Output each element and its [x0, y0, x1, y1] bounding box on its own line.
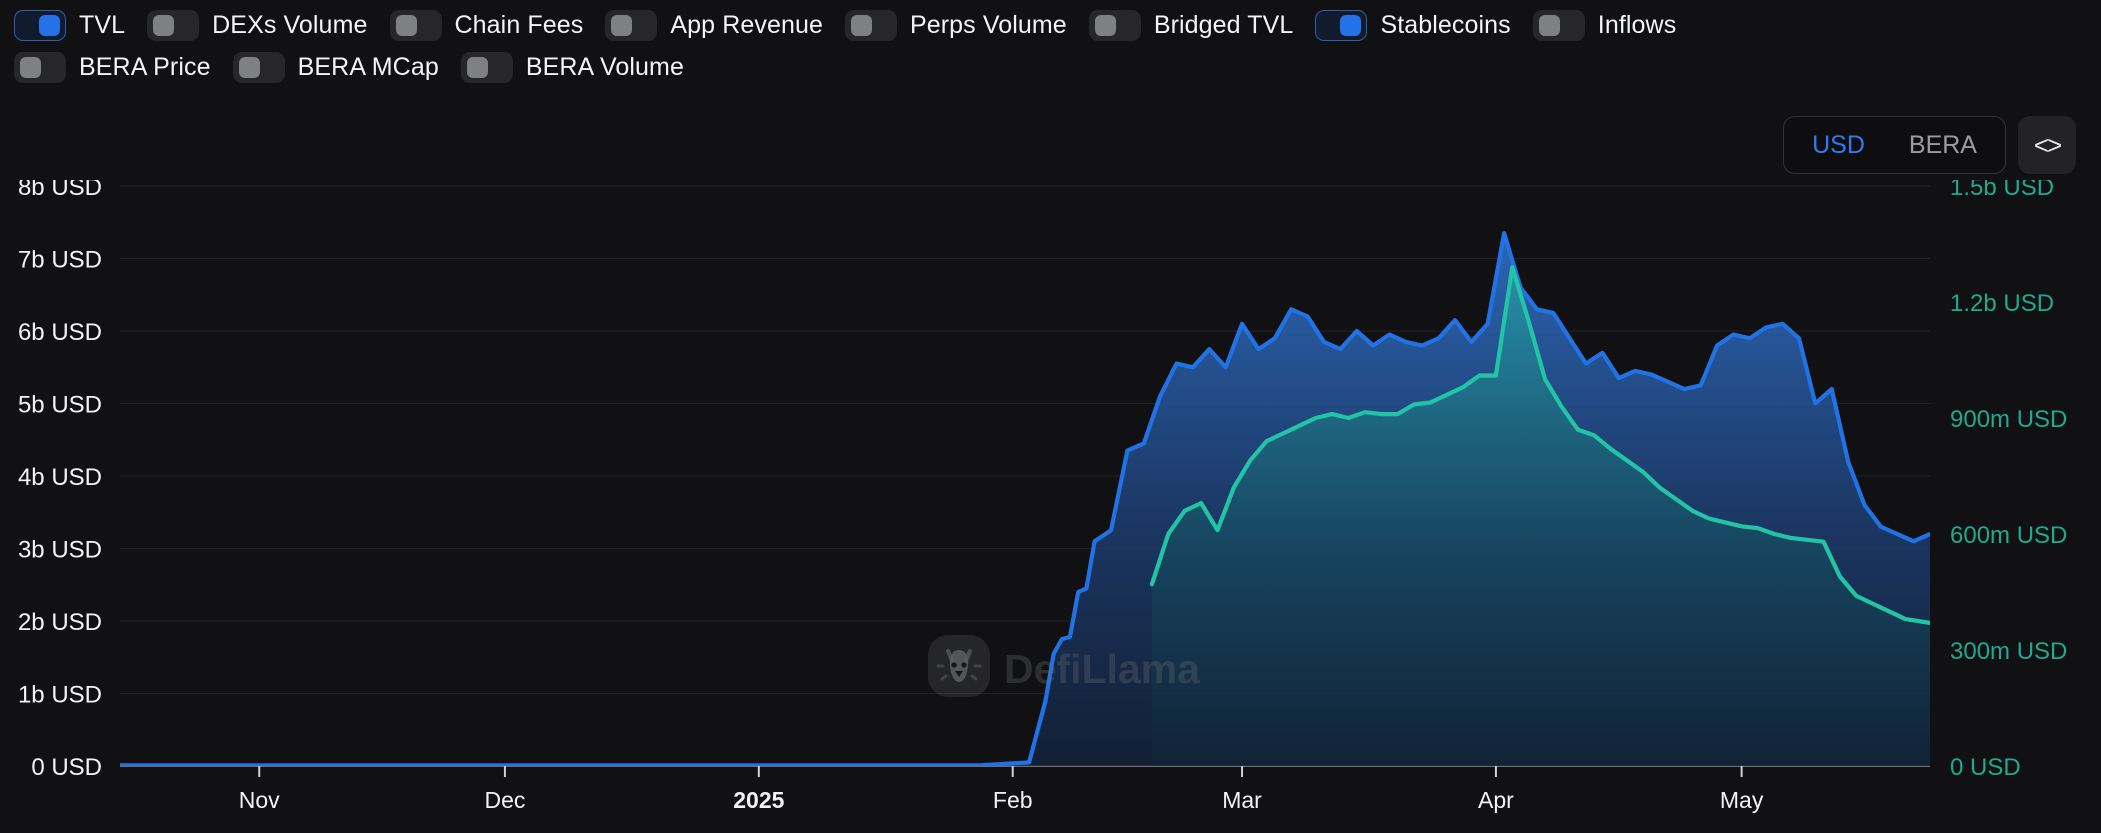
toggle-label-inflows: Inflows: [1597, 10, 1677, 39]
x-axis-tick: Feb: [993, 787, 1033, 813]
toggle-label-dexs-volume: DEXs Volume: [212, 10, 368, 39]
toggle-knob-icon: [238, 56, 260, 78]
toggle-bera-mcap[interactable]: BERA MCap: [232, 51, 439, 83]
toggle-knob-icon: [153, 14, 175, 36]
currency-option-usd[interactable]: USD: [1790, 117, 1887, 173]
left-axis-tick: 0 USD: [31, 754, 102, 781]
toggle-switch-bera-price[interactable]: [14, 51, 66, 83]
left-axis-labels: 0 USD 1b USD 2b USD 3b USD 4b USD 5b USD 6b US…: [18, 180, 102, 781]
right-axis-tick: 1.5b USD: [1950, 180, 2054, 201]
metric-toggle-row-2: BERA Price BERA MCap BERA Volume: [14, 46, 2084, 88]
left-axis-tick: 8b USD: [18, 180, 102, 201]
toggle-switch-tvl[interactable]: [14, 9, 66, 41]
right-axis-tick: 900m USD: [1950, 406, 2067, 433]
toggle-label-bera-mcap: BERA MCap: [297, 52, 439, 81]
toggle-switch-app-revenue[interactable]: [605, 9, 658, 41]
series-stablecoins: [1149, 265, 1930, 766]
chart-plot: [120, 231, 1930, 766]
toggle-label-app-revenue: App Revenue: [670, 10, 823, 39]
left-axis-tick: 2b USD: [18, 609, 102, 636]
right-axis-tick: 0 USD: [1950, 754, 2021, 781]
x-axis-tick: Apr: [1478, 787, 1514, 813]
toggle-bera-volume[interactable]: BERA Volume: [460, 51, 684, 83]
toggle-knob-icon: [466, 56, 488, 78]
toggle-inflows[interactable]: Inflows: [1532, 9, 1677, 41]
currency-toggle-group: USD BERA: [1783, 116, 2006, 174]
toggle-knob-icon: [1538, 14, 1560, 36]
left-axis-tick: 4b USD: [18, 464, 102, 491]
toggle-label-chain-fees: Chain Fees: [454, 10, 584, 39]
toggle-label-tvl: TVL: [79, 10, 126, 39]
x-axis-tick: Nov: [239, 787, 280, 813]
toggle-knob-icon: [20, 56, 41, 78]
right-axis-tick: 600m USD: [1950, 522, 2067, 549]
right-axis-tick: 1.2b USD: [1950, 290, 2054, 317]
toggle-bridged-tvl[interactable]: Bridged TVL: [1088, 9, 1294, 41]
toggle-switch-chain-fees[interactable]: [389, 9, 442, 41]
toggle-switch-bridged-tvl[interactable]: [1088, 9, 1141, 41]
tvl-stablecoins-chart[interactable]: DefiLlama 0 USD 1b USD 2b USD 3b USD 4b USD 5…: [0, 180, 2101, 833]
code-embed-icon[interactable]: <>: [2018, 116, 2076, 174]
toggle-perps-volume[interactable]: Perps Volume: [844, 9, 1067, 41]
left-axis-tick: 6b USD: [18, 319, 102, 346]
toggle-bera-price[interactable]: BERA Price: [14, 51, 211, 83]
toggle-label-bera-volume: BERA Volume: [525, 52, 684, 81]
toggle-label-bridged-tvl: Bridged TVL: [1153, 10, 1294, 39]
right-axis-tick: 300m USD: [1950, 638, 2067, 665]
watermark-text: DefiLlama: [1004, 646, 1201, 692]
toggle-knob-icon: [850, 14, 872, 36]
toggle-switch-bera-mcap[interactable]: [232, 51, 285, 83]
toggle-knob-icon: [1340, 14, 1362, 36]
toggle-knob-icon: [611, 14, 633, 36]
currency-option-bera[interactable]: BERA: [1887, 117, 1999, 173]
toggle-chain-fees[interactable]: Chain Fees: [389, 9, 584, 41]
x-axis-tick: 2025: [733, 787, 784, 813]
toggle-switch-inflows[interactable]: [1532, 9, 1585, 41]
toggle-tvl[interactable]: TVL: [14, 9, 126, 41]
defillama-watermark: DefiLlama: [928, 635, 1201, 697]
toggle-knob-icon: [39, 14, 60, 36]
left-axis-tick: 7b USD: [18, 247, 102, 274]
toggle-stablecoins[interactable]: Stablecoins: [1315, 9, 1511, 41]
x-axis-tick: Mar: [1222, 787, 1262, 813]
embed-glyph: <>: [2033, 129, 2062, 160]
toggle-label-perps-volume: Perps Volume: [909, 10, 1067, 39]
chart-area[interactable]: DefiLlama 0 USD 1b USD 2b USD 3b USD 4b USD 5…: [0, 180, 2101, 833]
toggle-knob-icon: [1094, 14, 1116, 36]
x-axis-labels: Nov Dec 2025 Feb Mar Apr May: [239, 766, 1764, 813]
metric-toggle-row-1: TVL DEXs Volume Chain Fees App Revenue P…: [14, 4, 2084, 46]
left-axis-tick: 3b USD: [18, 537, 102, 564]
toggle-switch-bera-volume[interactable]: [460, 51, 513, 83]
toggle-switch-perps-volume[interactable]: [844, 9, 897, 41]
right-axis-labels: 0 USD 300m USD 600m USD 900m USD 1.2b USD 1.5…: [1950, 180, 2067, 781]
toggle-knob-icon: [395, 14, 417, 36]
x-axis-tick: Dec: [484, 787, 525, 813]
toggle-switch-dexs-volume[interactable]: [147, 9, 200, 41]
left-axis-tick: 5b USD: [18, 392, 102, 419]
toggle-label-bera-price: BERA Price: [79, 52, 211, 81]
toggle-label-stablecoins: Stablecoins: [1380, 10, 1511, 39]
metric-toggle-panel: TVL DEXs Volume Chain Fees App Revenue P…: [14, 4, 2084, 88]
chart-controls: USD BERA <>: [1783, 116, 2076, 174]
toggle-app-revenue[interactable]: App Revenue: [605, 9, 823, 41]
toggle-dexs-volume[interactable]: DEXs Volume: [147, 9, 368, 41]
toggle-switch-stablecoins[interactable]: [1315, 9, 1368, 41]
left-axis-tick: 1b USD: [18, 682, 102, 709]
x-axis-tick: May: [1720, 787, 1764, 813]
